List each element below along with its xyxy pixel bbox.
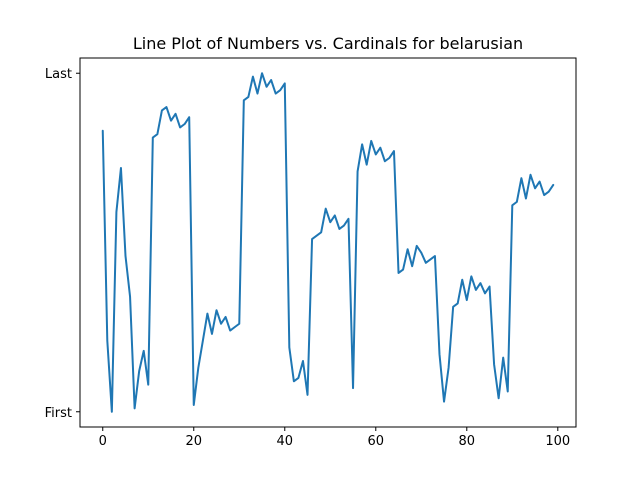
x-tick-label: 0 (99, 434, 107, 449)
y-tick-label: Last (45, 67, 72, 82)
chart-title: Line Plot of Numbers vs. Cardinals for b… (133, 34, 523, 53)
plot-area-frame (79, 57, 577, 428)
x-tick-label: 100 (545, 434, 570, 449)
y-tick-label: First (45, 406, 72, 421)
series-line-0 (101, 72, 555, 413)
x-tick-label: 40 (276, 434, 293, 449)
x-tick-label: 60 (368, 434, 385, 449)
x-axis: 0 20 40 60 80 100 (99, 427, 570, 449)
x-tick-label: 20 (185, 434, 202, 449)
series-layer (101, 72, 555, 413)
y-axis: First Last (45, 67, 80, 421)
x-tick-label: 80 (459, 434, 476, 449)
